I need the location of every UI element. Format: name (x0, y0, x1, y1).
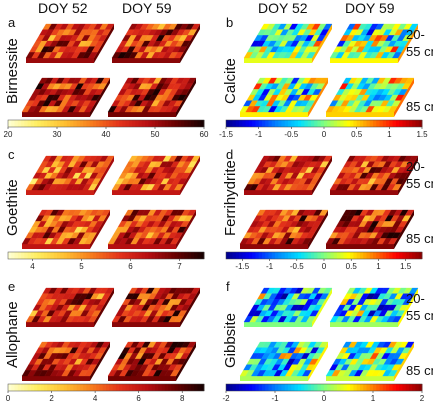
map-d-doy52-upper (243, 155, 333, 195)
colorbar-a-tick-label: 50 (150, 130, 160, 139)
map-c-doy52-upper (25, 155, 115, 195)
colorbar-e-tick-label: 6 (136, 394, 141, 403)
map-f-doy52-upper (243, 287, 333, 327)
colorbar-d-tick-label: -0.5 (289, 262, 304, 271)
colorbar-a-tick-label: 30 (52, 130, 62, 139)
panel-a-birnessite (7, 23, 205, 129)
map-c-doy59-upper (111, 155, 201, 195)
map-c-doy52-lower (21, 209, 111, 249)
colorbar-e-tick-label: 8 (179, 394, 185, 403)
map-f-doy52-lower (239, 341, 329, 381)
colorbar-e-tick-label: 2 (49, 394, 54, 403)
map-f-doy59-lower (325, 341, 415, 381)
map-e-doy59-lower (107, 341, 197, 381)
colorbar-e (7, 383, 205, 393)
map-e-doy52-lower (21, 341, 111, 381)
map-d-doy52-lower (239, 209, 329, 249)
colorbar-c-tick-label: 6 (128, 262, 133, 271)
colorbar-d (225, 251, 423, 261)
colorbar-d-tick-label: 0 (321, 262, 327, 271)
depth-label-upper-f: 20-55 cm (406, 291, 433, 323)
map-d-doy59-lower (325, 209, 415, 249)
column-title-doy52-left: DOY 52 (38, 0, 88, 16)
colorbar-d-tick-label: 1 (376, 262, 381, 271)
colorbar-b-tick-label: 1.5 (416, 130, 428, 139)
panel-d-ferrihydrite (225, 155, 423, 261)
panel-letter-f: f (226, 279, 230, 294)
colorbar-c-tick-label: 7 (177, 262, 182, 271)
colorbar-f-tick-label: -2 (222, 394, 230, 403)
panel-letter-b: b (226, 15, 234, 30)
panel-letter-a: a (8, 15, 16, 30)
colorbar-f-tick-label: 1 (370, 394, 376, 403)
colorbar-b-tick-label: 1 (387, 130, 392, 139)
colorbar-a-tick-label: 40 (101, 130, 111, 139)
map-b-doy52-upper (243, 23, 333, 63)
colorbar-f-tick-label: -1 (271, 394, 279, 403)
colorbar-b-tick-label: 0 (321, 130, 327, 139)
colorbar-a-tick-label: 20 (3, 130, 13, 139)
depth-label-upper-b: 20-55 cm (406, 27, 433, 59)
mineral-label-birnessite: Birnessite (4, 38, 21, 104)
mineral-label-calcite: Calcite (222, 58, 239, 104)
mineral-label-ferrihydrite: Ferrihydrite (222, 160, 239, 236)
colorbar-e-tick-label: 0 (5, 394, 11, 403)
panel-e-allophane (7, 287, 205, 393)
colorbar-c-tick-label: 4 (30, 262, 35, 271)
map-b-doy59-upper (329, 23, 419, 63)
mineral-label-gibbsite: Gibbsite (222, 312, 239, 368)
map-a-doy59-upper (111, 23, 201, 63)
panel-letter-d: d (226, 147, 234, 162)
map-f-doy59-upper (329, 287, 419, 327)
colorbar-b-tick-label: -1 (255, 130, 263, 139)
colorbar-d-tick-label: 0.5 (345, 262, 357, 271)
colorbar-b-tick-label: -1.5 (219, 130, 233, 139)
colorbar-f (225, 383, 423, 393)
panel-letter-e: e (8, 279, 16, 294)
colorbar-b (225, 119, 423, 129)
map-c-doy59-lower (107, 209, 197, 249)
colorbar-c (7, 251, 205, 261)
depth-label-lower-d: 85 cm (406, 231, 433, 246)
depth-label-upper-d: 20-55 cm (406, 159, 433, 191)
column-title-doy59-right: DOY 59 (345, 0, 395, 16)
colorbar-b-tick-label: 0.5 (351, 130, 363, 139)
colorbar-d-tick-label: -1 (265, 262, 274, 271)
map-a-doy52-upper (25, 23, 115, 63)
panel-f-gibbsite (225, 287, 423, 393)
map-d-doy59-upper (329, 155, 419, 195)
map-e-doy59-upper (111, 287, 201, 327)
panel-b-calcite (225, 23, 423, 129)
map-a-doy59-lower (107, 77, 197, 117)
mineral-label-goethite: Goethite (4, 179, 21, 236)
colorbar-d-tick-label: -1.5 (235, 262, 250, 271)
colorbar-c-tick-label: 5 (79, 262, 84, 271)
colorbar-d-tick-label: 1.5 (400, 262, 412, 271)
panel-c-goethite (7, 155, 205, 261)
mineral-label-allophane: Allophane (4, 301, 21, 368)
colorbar-f-tick-label: 2 (419, 394, 425, 403)
depth-label-lower-b: 85 cm (406, 99, 433, 114)
map-b-doy52-lower (239, 77, 329, 117)
map-b-doy59-lower (325, 77, 415, 117)
colorbar-a (7, 119, 205, 129)
panel-letter-c: c (8, 147, 15, 162)
colorbar-a-tick-label: 60 (199, 130, 209, 139)
column-title-doy59-left: DOY 59 (122, 0, 172, 16)
map-e-doy52-upper (25, 287, 115, 327)
colorbar-b-tick-label: -0.5 (284, 130, 299, 139)
map-a-doy52-lower (21, 77, 111, 117)
colorbar-f-tick-label: 0 (321, 394, 327, 403)
column-title-doy52-right: DOY 52 (258, 0, 308, 16)
depth-label-lower-f: 85 cm (406, 363, 433, 378)
colorbar-e-tick-label: 4 (92, 394, 98, 403)
